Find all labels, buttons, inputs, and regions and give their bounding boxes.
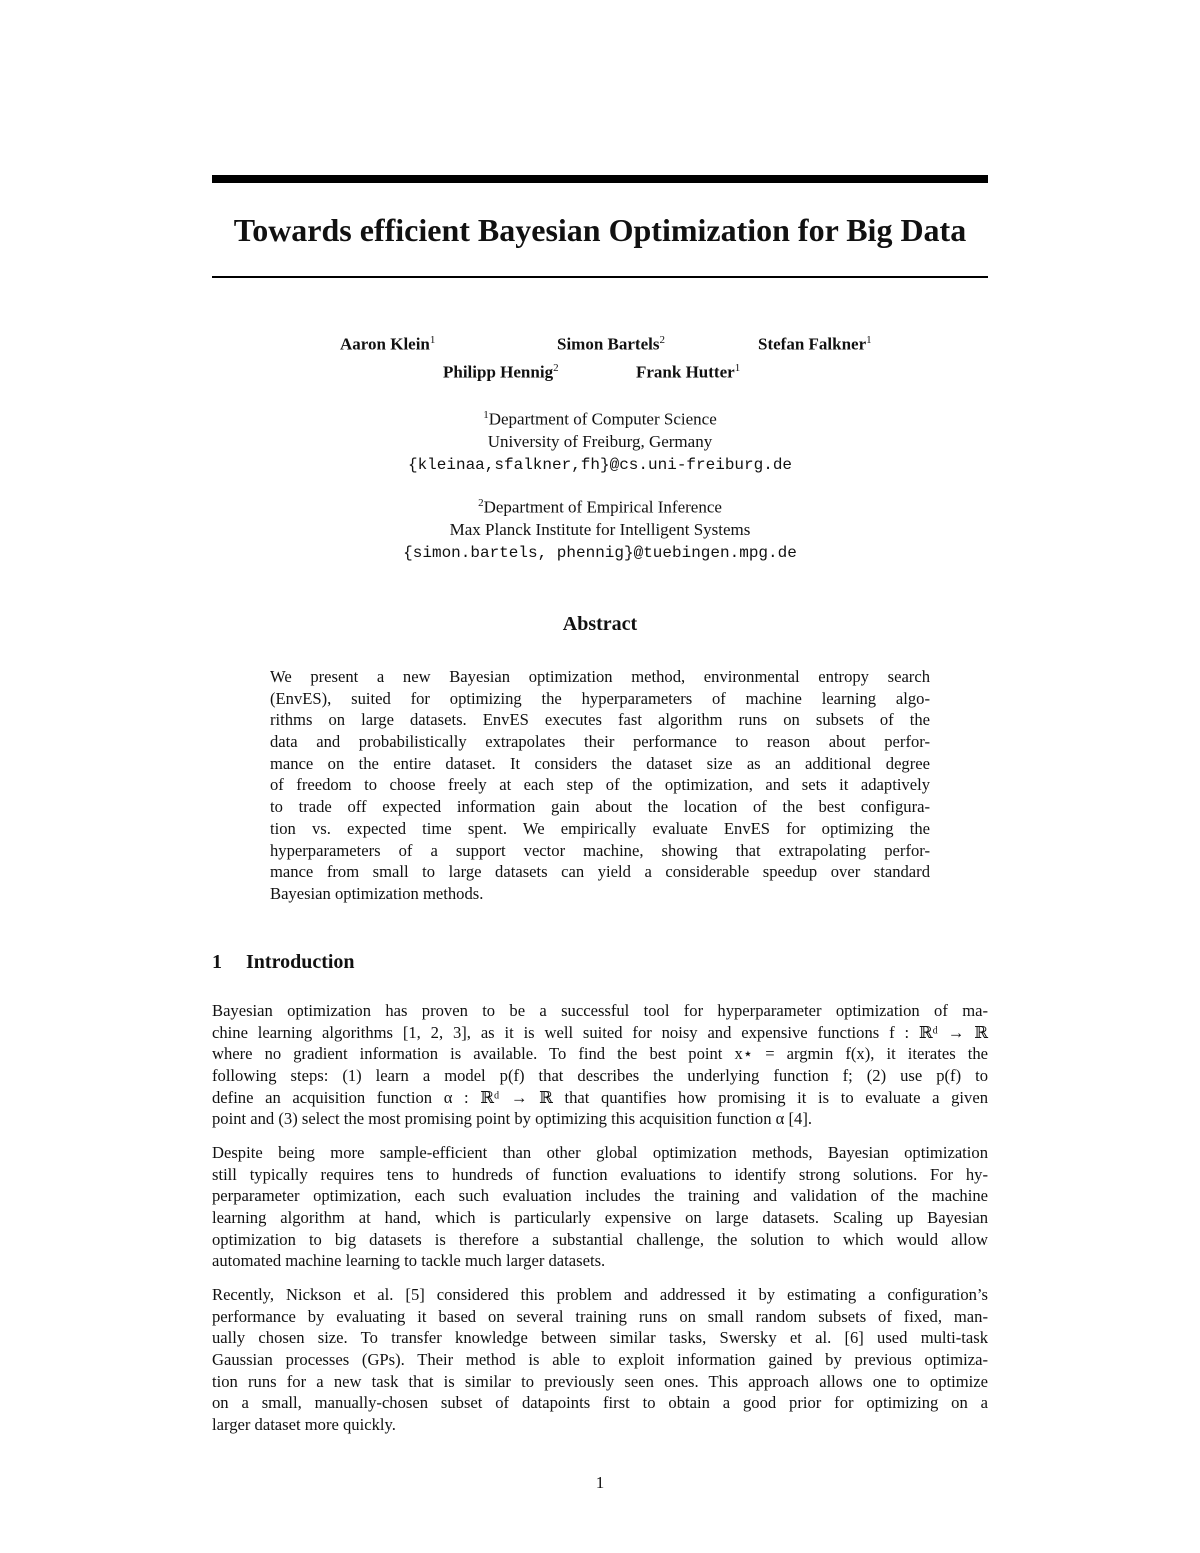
section-heading: 1 Introduction bbox=[212, 951, 355, 973]
email: {simon.bartels, phennig}@tuebingen.mpg.d… bbox=[403, 543, 797, 562]
text-line: performance by evaluating it based on se… bbox=[212, 1306, 988, 1326]
affiliation-2: 2Department of Empirical Inference Max P… bbox=[212, 492, 988, 564]
text-line: Despite being more sample-efficient than… bbox=[212, 1143, 988, 1162]
text-line: learning algorithm at hand, which is par… bbox=[212, 1208, 988, 1228]
paper-title: Towards efficient Bayesian Optimization … bbox=[233, 212, 967, 248]
text-line: Recently, Nickson et al. [5] considered … bbox=[212, 1285, 988, 1304]
paragraph: Bayesian optimization has proven to be a… bbox=[212, 1000, 988, 1130]
text-line: automated machine learning to tackle muc… bbox=[212, 1251, 606, 1271]
author: Simon Bartels2 bbox=[557, 334, 665, 354]
abstract-heading: Abstract bbox=[562, 613, 638, 635]
text-line: tion runs for a new task that is similar… bbox=[212, 1371, 988, 1391]
text-line: (EnvES), suited for optimizing the hyper… bbox=[270, 688, 930, 708]
text-line: to trade off expected information gain a… bbox=[270, 797, 930, 817]
text-line: Bayesian optimization methods. bbox=[270, 883, 484, 903]
author: Aaron Klein1 bbox=[340, 334, 436, 354]
text-line: tion vs. expected time spent. We empiric… bbox=[270, 818, 930, 838]
text-line: define an acquisition function α : ℝᵈ → … bbox=[212, 1087, 988, 1107]
affiliation-1: 1Department of Computer Science Universi… bbox=[212, 404, 988, 476]
text-line: mance on the entire dataset. It consider… bbox=[270, 753, 930, 773]
text-line: optimization to big datasets is therefor… bbox=[212, 1229, 988, 1249]
text-line: ually chosen size. To transfer knowledge… bbox=[212, 1328, 988, 1348]
text-line: perparameter optimization, each such eva… bbox=[212, 1186, 988, 1206]
author: Stefan Falkner1 bbox=[758, 334, 872, 354]
top-rule bbox=[212, 175, 988, 183]
text-line: mance from small to large datasets can y… bbox=[270, 862, 930, 882]
text-line: larger dataset more quickly. bbox=[212, 1415, 396, 1435]
abstract-text: We present a new Bayesian optimization m… bbox=[270, 666, 930, 905]
text-line: on a small, manually-chosen subset of da… bbox=[212, 1393, 988, 1413]
paragraph: Recently, Nickson et al. [5] considered … bbox=[212, 1284, 988, 1436]
paragraph: Despite being more sample-efficient than… bbox=[212, 1142, 988, 1272]
text-line: following steps: (1) learn a model p(f) … bbox=[212, 1066, 988, 1086]
text-line: hyperparameters of a support vector mach… bbox=[270, 840, 930, 860]
text-line: of freedom to choose freely at each step… bbox=[270, 775, 930, 795]
author: Frank Hutter1 bbox=[636, 362, 741, 382]
email: {kleinaa,sfalkner,fh}@cs.uni-freiburg.de bbox=[407, 455, 793, 474]
title-rule bbox=[212, 276, 988, 278]
text-line: point and (3) select the most promising … bbox=[212, 1109, 813, 1129]
text-line: Gaussian processes (GPs). Their method i… bbox=[212, 1350, 988, 1370]
author: Philipp Hennig2 bbox=[443, 362, 559, 382]
text-line: chine learning algorithms [1, 2, 3], as … bbox=[212, 1022, 988, 1042]
text-line: We present a new Bayesian optimization m… bbox=[270, 667, 930, 686]
text-line: still typically requires tens to hundred… bbox=[212, 1164, 988, 1184]
author-list: Aaron Klein1 Simon Bartels2 Stefan Falkn… bbox=[212, 334, 988, 384]
text-line: Bayesian optimization has proven to be a… bbox=[212, 1001, 988, 1020]
page-number: 1 bbox=[595, 1473, 605, 1492]
text-line: data and probabilistically extrapolates … bbox=[270, 732, 930, 752]
text-line: where no gradient information is availab… bbox=[212, 1044, 988, 1064]
text-line: rithms on large datasets. EnvES executes… bbox=[270, 710, 930, 730]
